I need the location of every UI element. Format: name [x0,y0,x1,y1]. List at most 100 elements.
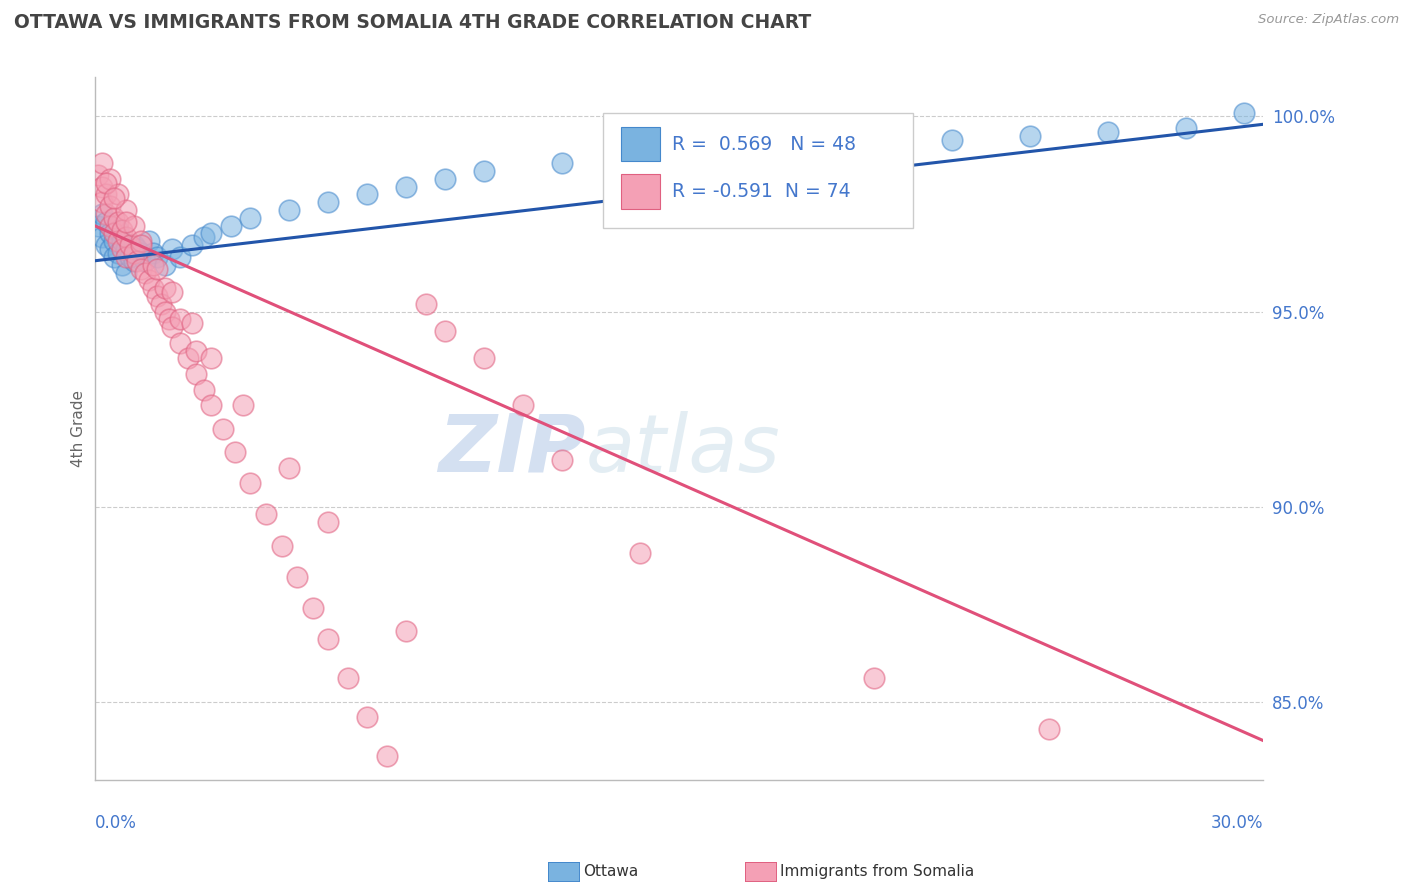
Point [177,351,200,366]
Point [193,230,215,244]
Point [107,246,129,260]
Point [118,238,141,252]
Text: 30.0%: 30.0% [1211,814,1264,832]
Text: ZIP: ZIP [439,410,585,489]
Point [157,312,180,326]
Point [87,219,110,233]
Point [96,238,118,252]
Point [91,207,114,221]
Point [270,539,292,553]
Point [127,253,149,268]
Point [278,460,301,475]
Point [118,250,141,264]
Point [107,235,129,249]
Point [107,215,129,229]
Point [96,187,118,202]
Point [628,546,651,560]
Point [395,789,418,803]
Point [153,258,176,272]
Point [98,227,121,241]
Point [131,235,153,249]
Point [111,242,134,256]
Point [200,227,222,241]
Point [114,230,136,244]
Point [169,335,191,350]
Point [551,156,574,170]
Point [96,215,118,229]
Point [318,515,340,529]
Point [395,624,418,639]
Point [212,421,235,435]
Point [318,632,340,647]
Point [96,207,118,221]
Point [239,211,262,225]
Point [98,199,121,213]
Point [278,203,301,218]
Point [111,258,134,272]
Point [142,246,165,260]
Point [153,281,176,295]
Point [131,246,153,260]
Point [375,749,398,764]
Point [98,219,121,233]
Point [184,367,207,381]
Point [162,242,184,256]
Point [103,227,125,241]
Point [91,156,114,170]
Point [134,266,156,280]
Point [122,253,145,268]
Point [131,261,153,276]
Point [395,179,418,194]
Point [122,238,145,252]
Point [193,383,215,397]
Point [254,508,277,522]
Point [181,238,204,252]
Point [232,398,254,412]
Text: Source: ZipAtlas.com: Source: ZipAtlas.com [1258,13,1399,27]
Point [146,261,169,276]
Text: atlas: atlas [585,410,780,489]
Point [862,671,884,685]
Point [114,203,136,218]
Point [181,316,204,330]
Point [149,296,172,310]
Point [356,187,378,202]
FancyBboxPatch shape [620,174,661,209]
Point [91,179,114,194]
Point [153,304,176,318]
Point [162,285,184,299]
Point [472,351,495,366]
Point [1233,105,1256,120]
Point [434,324,457,338]
Point [1097,125,1119,139]
Point [131,238,153,252]
Point [219,219,242,233]
Point [146,289,169,303]
Point [512,398,534,412]
Point [138,235,160,249]
Point [434,172,457,186]
Point [472,164,495,178]
Point [184,343,207,358]
Point [1018,128,1040,143]
Point [200,351,222,366]
Point [114,250,136,264]
Text: Ottawa: Ottawa [583,864,638,879]
Point [301,601,323,615]
Point [1174,121,1197,136]
FancyBboxPatch shape [620,127,661,161]
Point [285,570,308,584]
Point [138,273,160,287]
Point [628,148,651,162]
Point [103,235,125,249]
Point [415,296,437,310]
Point [169,312,191,326]
Text: R =  0.569   N = 48: R = 0.569 N = 48 [672,135,856,153]
Text: 0.0%: 0.0% [94,814,136,832]
Point [91,230,114,244]
Point [862,136,884,151]
Point [98,242,121,256]
Point [785,141,807,155]
FancyBboxPatch shape [603,112,912,228]
Text: Immigrants from Somalia: Immigrants from Somalia [780,864,974,879]
